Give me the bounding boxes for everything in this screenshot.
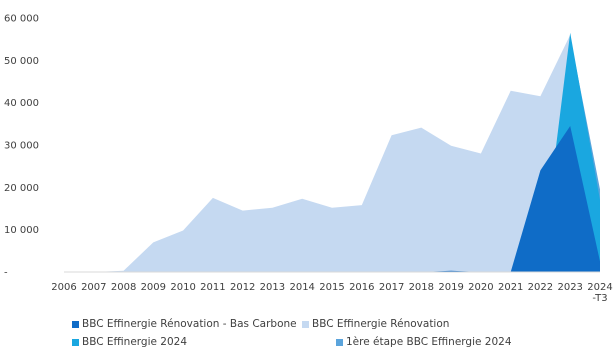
y-tick-label: 50 000 <box>4 56 39 67</box>
x-tick-label: 2013 <box>260 282 285 293</box>
x-tick-label: 2010 <box>170 282 195 293</box>
area-series-1 <box>64 126 600 272</box>
x-tick-label: 2021 <box>498 282 523 293</box>
x-tick-label: 2011 <box>200 282 225 293</box>
y-tick-label: - <box>4 268 8 279</box>
chart-areas <box>64 32 600 273</box>
x-tick-label: 2012 <box>230 282 255 293</box>
y-tick-label: 60 000 <box>4 14 39 25</box>
x-tick-label: 2017 <box>379 282 404 293</box>
y-tick-label: 10 000 <box>4 225 39 236</box>
x-tick-label: 2020 <box>468 282 493 293</box>
x-tick-label: 2024 -T3 <box>587 282 612 304</box>
x-tick-label: 2015 <box>319 282 344 293</box>
y-tick-label: 40 000 <box>4 98 39 109</box>
y-tick-label: 30 000 <box>4 141 39 152</box>
x-tick-label: 2022 <box>528 282 553 293</box>
area-series-0 <box>64 34 600 273</box>
x-tick-label: 2008 <box>111 282 136 293</box>
x-tick-label: 2014 <box>289 282 314 293</box>
y-axis: - 10 000 20 000 30 000 40 000 50 000 60 000 <box>4 14 39 279</box>
y-tick-label: 20 000 <box>4 183 39 194</box>
x-tick-label: 2018 <box>409 282 434 293</box>
x-tick-label: 2019 <box>438 282 463 293</box>
x-tick-label: 2016 <box>349 282 374 293</box>
x-tick-label: 2006 <box>51 282 76 293</box>
x-tick-label: 2007 <box>81 282 106 293</box>
x-tick-label: 2009 <box>141 282 166 293</box>
x-axis: 2006 2007 2008 2009 2010 2011 2012 2013 2014 2015… <box>51 282 612 304</box>
x-tick-label: 2023 <box>557 282 582 293</box>
